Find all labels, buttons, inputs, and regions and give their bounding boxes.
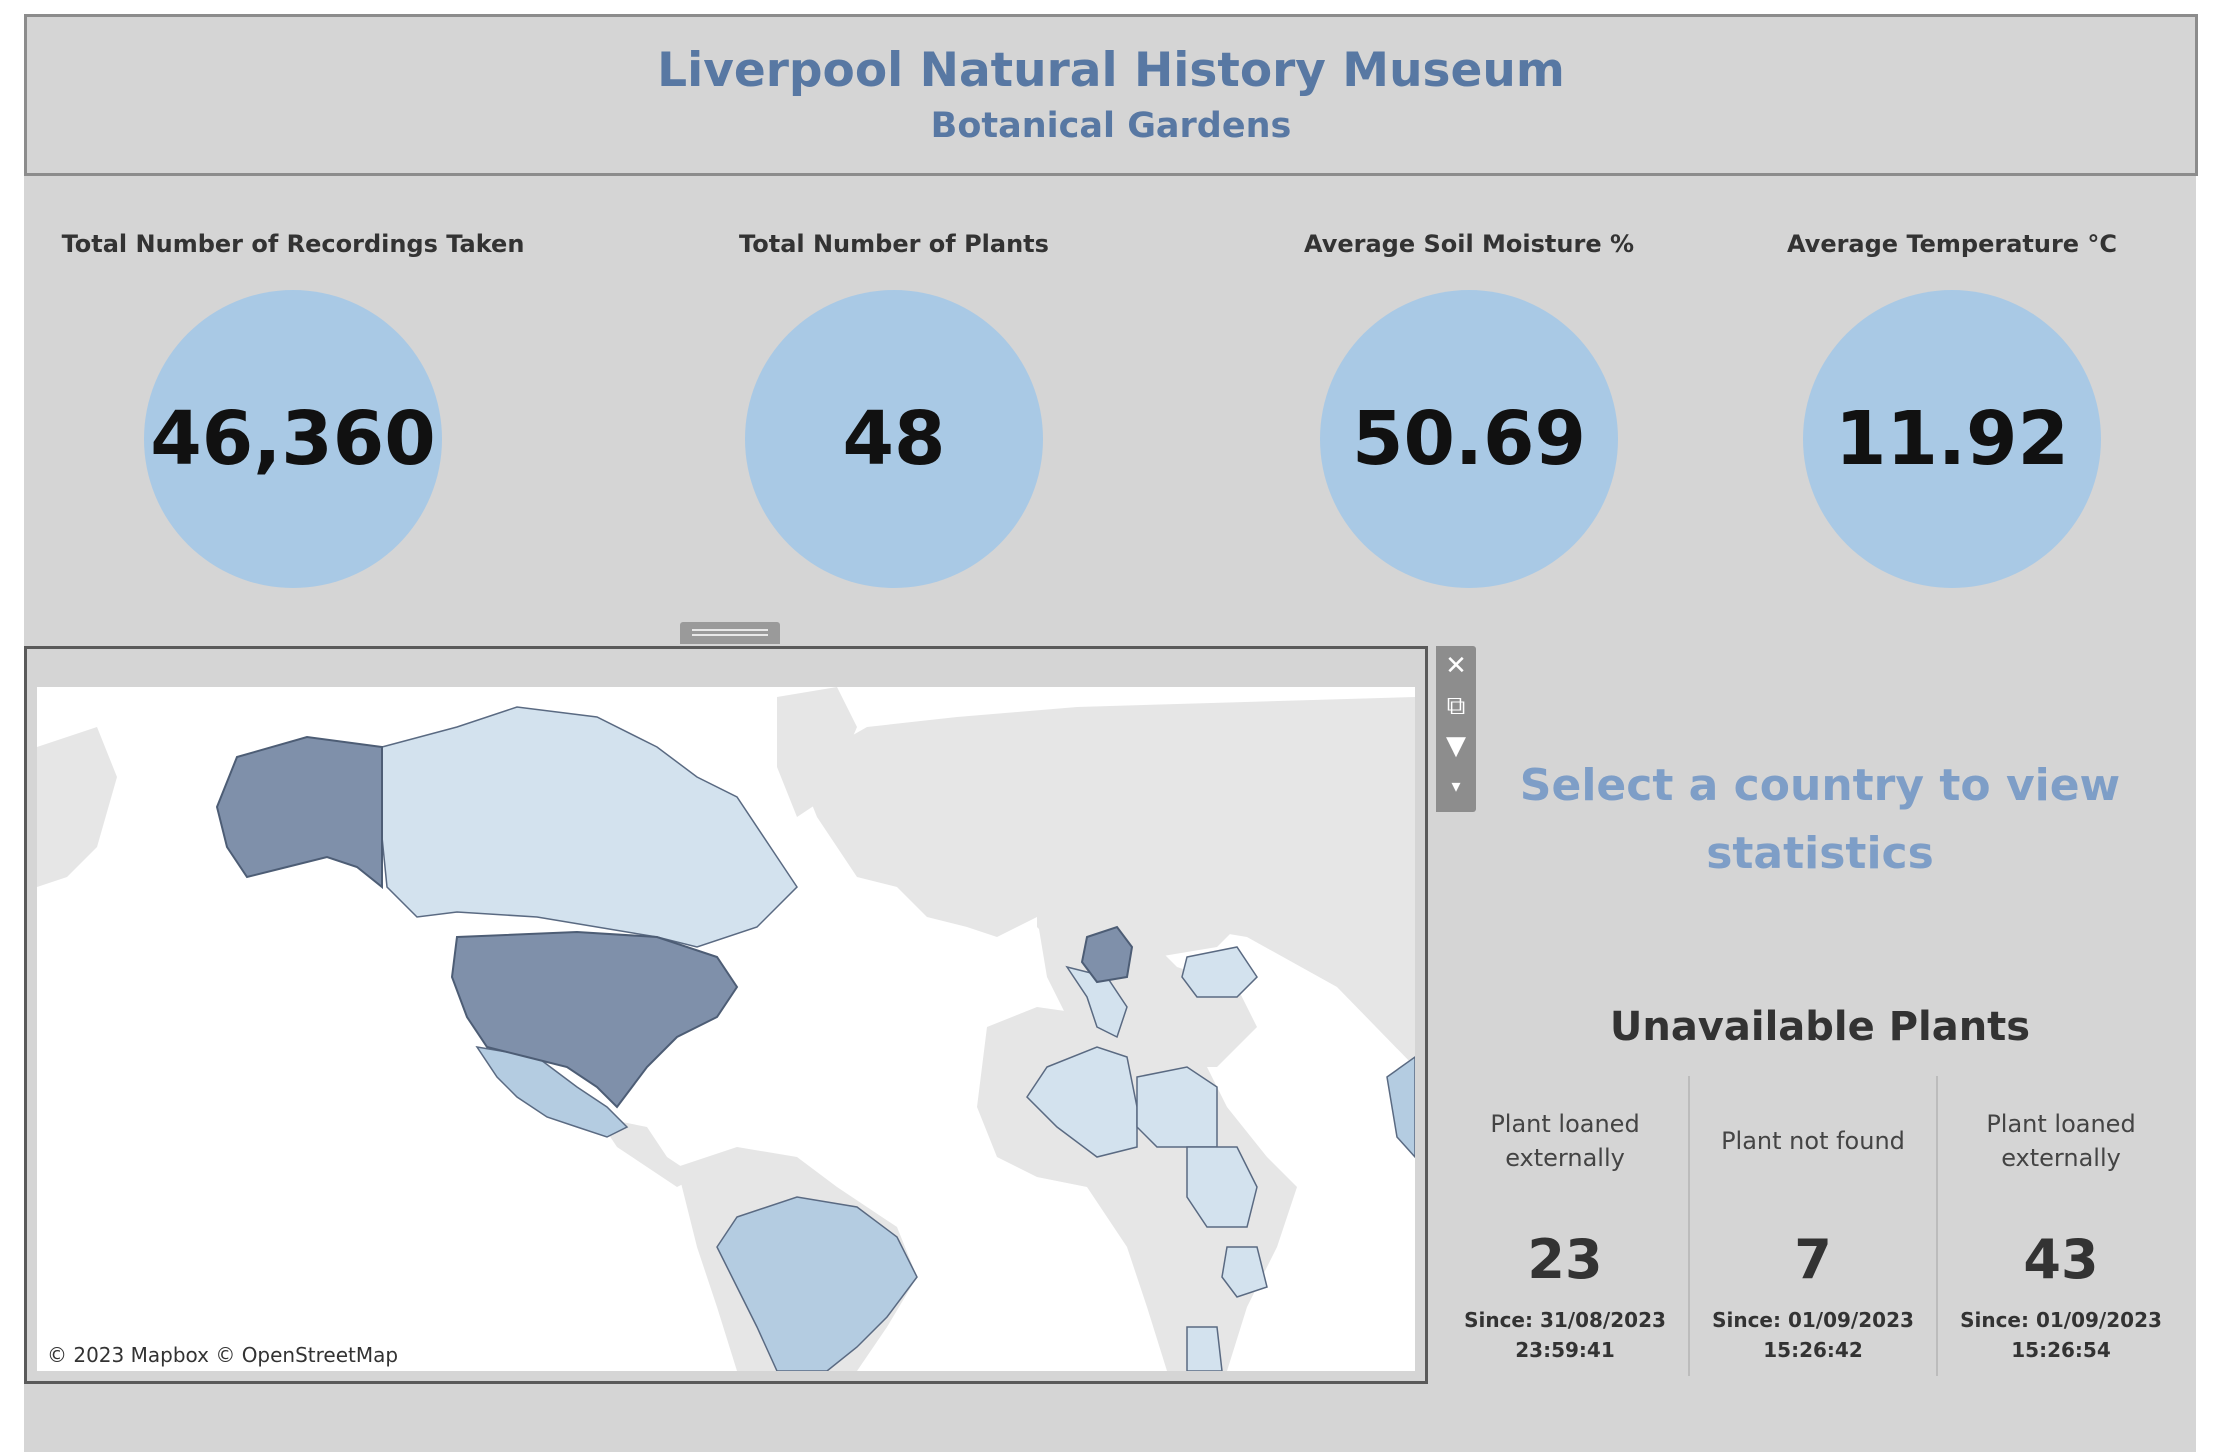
kpi-circle-value: 50.69	[1320, 290, 1618, 588]
country-germany[interactable]	[1080, 925, 1134, 984]
country-india[interactable]	[1386, 1056, 1415, 1159]
select-country-prompt: Select a country to view statistics	[1519, 760, 2121, 879]
country-algeria[interactable]	[1026, 1046, 1138, 1158]
popout-icon[interactable]: ⧉	[1446, 690, 1466, 721]
world-map[interactable]: © 2023 Mapbox © OpenStreetMap	[37, 687, 1415, 1371]
kpi-temperature: Average Temperature °C 11.92	[1692, 230, 2212, 588]
unavailable-item: Plant not found 7 Since: 01/09/2023 15:2…	[1690, 1076, 1938, 1376]
kpi-circle-value: 48	[745, 290, 1043, 588]
kpi-soil-moisture: Average Soil Moisture % 50.69	[1209, 230, 1729, 588]
since-date: Since: 01/09/2023	[1712, 1308, 1914, 1332]
unavailable-count: 7	[1794, 1228, 1832, 1291]
country-mexico[interactable]	[475, 1045, 629, 1138]
since-date: Since: 31/08/2023	[1464, 1308, 1666, 1332]
since-time: 15:26:54	[2011, 1338, 2111, 1362]
kpi-label: Average Soil Moisture %	[1303, 230, 1635, 258]
unavailable-reason: Plant loaned externally	[1442, 1076, 1688, 1206]
unavailable-since: Since: 01/09/2023 15:26:54	[1938, 1305, 2184, 1365]
reason-line: Plant loaned	[1986, 1110, 2136, 1138]
page-subtitle: Botanical Gardens	[930, 106, 1292, 146]
close-icon[interactable]: ✕	[1445, 651, 1467, 681]
land-alaska-west	[37, 727, 117, 887]
country-ukraine[interactable]	[1181, 946, 1258, 998]
country-mozambique[interactable]	[1186, 1326, 1223, 1371]
kpi-label: Total Number of Plants	[739, 230, 1049, 258]
since-date: Since: 01/09/2023	[1960, 1308, 2162, 1332]
page-title: Liverpool Natural History Museum	[657, 43, 1565, 98]
kpi-recordings: Total Number of Recordings Taken 46,360	[33, 230, 553, 588]
since-time: 15:26:42	[1763, 1338, 1863, 1362]
reason-line: externally	[2001, 1144, 2121, 1172]
map-attribution[interactable]: © 2023 Mapbox © OpenStreetMap	[39, 1341, 407, 1369]
country-canada[interactable]	[381, 706, 798, 948]
reason-line: Plant not found	[1721, 1127, 1905, 1155]
country-brazil[interactable]	[716, 1196, 918, 1371]
filter-icon[interactable]: ▼	[1446, 731, 1466, 761]
unavailable-reason: Plant loaned externally	[1938, 1076, 2184, 1206]
kpi-circle-value: 46,360	[144, 290, 442, 588]
unavailable-item: Plant loaned externally 23 Since: 31/08/…	[1442, 1076, 1690, 1376]
resize-grip-handle[interactable]	[680, 622, 780, 644]
kpi-label: Total Number of Recordings Taken	[61, 230, 525, 258]
unavailable-count: 43	[2023, 1228, 2099, 1291]
unavailable-count: 23	[1527, 1228, 1603, 1291]
dropdown-arrow-icon[interactable]: ▾	[1451, 775, 1461, 797]
land-greenland	[777, 687, 857, 817]
unavailable-reason: Plant not found	[1690, 1076, 1936, 1206]
country-libya[interactable]	[1136, 1066, 1218, 1148]
country-sudan[interactable]	[1186, 1146, 1258, 1228]
unavailable-item: Plant loaned externally 43 Since: 01/09/…	[1938, 1076, 2184, 1376]
dashboard-header: Liverpool Natural History Museum Botanic…	[24, 14, 2198, 176]
reason-line: Plant loaned	[1490, 1110, 1640, 1138]
unavailable-plants-title: Unavailable Plants	[1609, 1004, 2031, 1050]
country-tanzania[interactable]	[1221, 1246, 1268, 1298]
kpi-label: Average Temperature °C	[1786, 230, 2118, 258]
map-svg[interactable]	[37, 687, 1415, 1371]
kpi-plants: Total Number of Plants 48	[634, 230, 1154, 588]
country-usa[interactable]	[450, 930, 739, 1109]
map-toolbar: ✕ ⧉ ▼ ▾	[1436, 646, 1476, 812]
since-time: 23:59:41	[1515, 1338, 1615, 1362]
land-central-america	[597, 1117, 697, 1187]
unavailable-since: Since: 01/09/2023 15:26:42	[1690, 1305, 1936, 1365]
map-container[interactable]: © 2023 Mapbox © OpenStreetMap	[24, 646, 1428, 1384]
land-scandinavia	[1107, 747, 1187, 867]
kpi-circle-value: 11.92	[1803, 290, 2101, 588]
reason-line: externally	[1505, 1144, 1625, 1172]
unavailable-since: Since: 31/08/2023 23:59:41	[1442, 1305, 1688, 1365]
country-alaska[interactable]	[215, 735, 383, 890]
